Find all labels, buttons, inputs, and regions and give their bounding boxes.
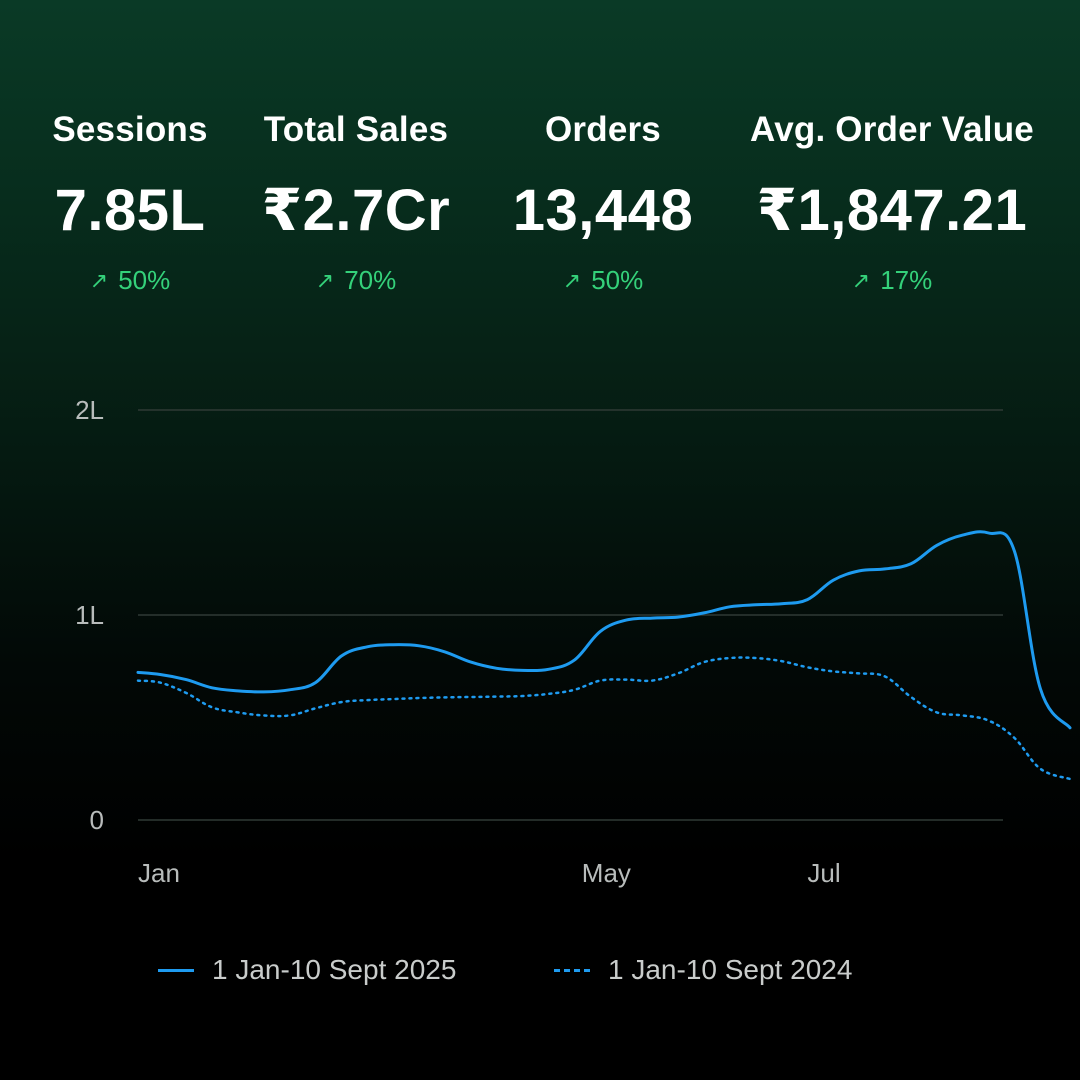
series-line-previous [136, 656, 1072, 781]
legend-swatch-dotted [554, 968, 590, 972]
kpi-label: Total Sales [263, 110, 449, 149]
legend-item-2024[interactable]: 1 Jan-10 Sept 2024 [554, 950, 852, 990]
chart-grid [138, 409, 1003, 821]
legend-swatch-solid [158, 968, 194, 972]
y-tick-label: 0 [90, 805, 104, 835]
x-tick-label: Jan [138, 858, 180, 888]
chart-legend: 1 Jan-10 Sept 2025 1 Jan-10 Sept 2024 [0, 950, 1080, 990]
legend-label: 1 Jan-10 Sept 2025 [212, 954, 457, 985]
kpi-change-value: 50% [591, 265, 644, 295]
kpi-total-sales: Total Sales ₹2.7Cr ↗ 70% [262, 108, 450, 299]
kpi-value: 7.85L [54, 178, 206, 243]
chart-series [136, 530, 1072, 781]
kpi-label: Orders [545, 110, 661, 149]
kpi-change: ↗ 70% [262, 262, 450, 299]
kpi-label: Sessions [52, 110, 208, 149]
legend-label: 1 Jan-10 Sept 2024 [608, 954, 853, 985]
sessions-line-chart: 0 1L 2L Jan May Jul [75, 395, 1072, 888]
arrow-up-right-icon: ↗ [851, 268, 871, 293]
kpi-change: ↗ 50% [52, 262, 207, 299]
kpi-avg-order-value: Avg. Order Value ₹1,847.21 ↗ 17% [750, 108, 1034, 299]
y-axis-ticks: 0 1L 2L [75, 395, 104, 835]
kpi-value: ₹2.7Cr [261, 178, 451, 243]
x-axis-ticks: Jan May Jul [138, 858, 841, 888]
arrow-up-right-icon: ↗ [562, 268, 582, 293]
kpi-orders: Orders 13,448 ↗ 50% [513, 108, 693, 299]
series-line-current [136, 530, 1072, 730]
x-tick-label: Jul [807, 858, 840, 888]
x-tick-label: May [582, 858, 631, 888]
kpi-change-value: 17% [880, 265, 933, 295]
kpi-change: ↗ 50% [513, 262, 693, 299]
y-tick-label: 2L [75, 395, 104, 425]
kpi-value: 13,448 [512, 178, 694, 243]
kpi-change-value: 70% [344, 265, 397, 295]
arrow-up-right-icon: ↗ [89, 268, 109, 293]
kpi-change-value: 50% [118, 265, 171, 295]
kpi-label: Avg. Order Value [750, 110, 1034, 149]
kpi-sessions: Sessions 7.85L ↗ 50% [52, 108, 207, 299]
kpi-change: ↗ 17% [750, 262, 1034, 299]
arrow-up-right-icon: ↗ [315, 268, 335, 293]
kpi-row: Sessions 7.85L ↗ 50% Total Sales ₹2.7Cr ↗… [0, 108, 1080, 298]
legend-item-2025[interactable]: 1 Jan-10 Sept 2025 [158, 950, 456, 990]
kpi-value: ₹1,847.21 [756, 178, 1028, 243]
y-tick-label: 1L [75, 600, 104, 630]
